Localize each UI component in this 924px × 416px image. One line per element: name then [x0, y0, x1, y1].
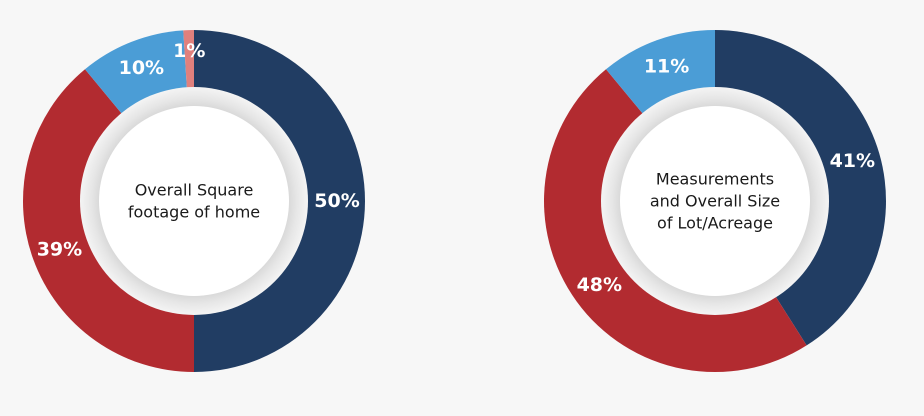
slice-label: 48% [577, 274, 622, 296]
slice-label: 1% [173, 40, 205, 62]
slice-label: 50% [314, 190, 359, 212]
center-label: footage of home [128, 203, 260, 222]
donut-chart-1: 50% 39% 10% 1% Overall Square footage of home [22, 30, 365, 372]
donut-chart-2: 41% 48% 11% Measurements and Overall Size of … [543, 30, 887, 373]
center-circle [99, 106, 289, 296]
slice-label: 41% [830, 150, 875, 172]
center-label: and Overall Size [650, 192, 780, 211]
center-circle [620, 106, 810, 296]
slice-label: 39% [37, 238, 82, 260]
center-label: of Lot/Acreage [657, 214, 773, 233]
slice-label: 11% [644, 55, 689, 77]
center-label: Overall Square [135, 181, 254, 200]
slice-label: 10% [119, 57, 164, 79]
center-label: Measurements [656, 170, 774, 189]
